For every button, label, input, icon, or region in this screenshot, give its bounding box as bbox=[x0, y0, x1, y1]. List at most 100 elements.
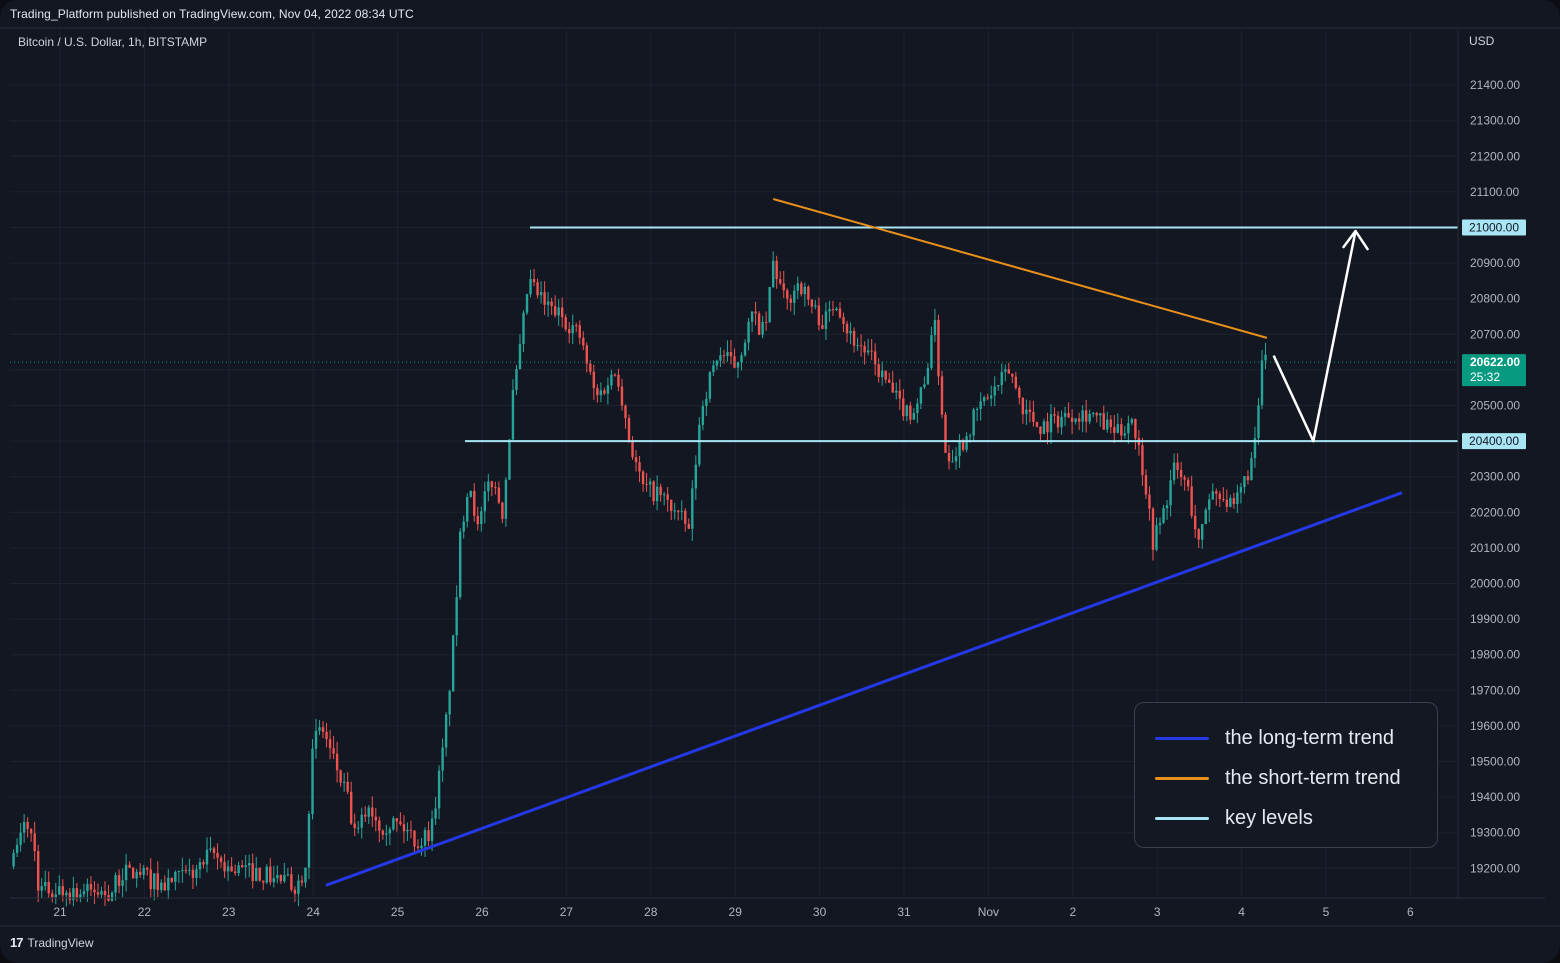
candle-body bbox=[75, 888, 79, 899]
candle-body bbox=[22, 821, 26, 833]
candle-body bbox=[638, 462, 641, 472]
candle-body bbox=[750, 311, 754, 322]
long-term-trendline bbox=[325, 491, 1403, 887]
candle-body bbox=[722, 355, 726, 357]
candle-body bbox=[188, 869, 191, 871]
short-term-trendline bbox=[772, 198, 1268, 339]
candle-body bbox=[617, 374, 620, 387]
candle-body bbox=[944, 414, 947, 453]
candle-body bbox=[483, 491, 487, 512]
candle-body bbox=[743, 342, 747, 356]
candle-body bbox=[385, 833, 388, 835]
candle-body bbox=[142, 867, 145, 875]
price-tick-label: 20500.00 bbox=[1470, 399, 1520, 413]
candle-body bbox=[866, 350, 870, 353]
price-tick-label: 19500.00 bbox=[1470, 755, 1520, 769]
candle-body bbox=[1253, 438, 1257, 459]
candle-body bbox=[255, 868, 258, 881]
candle-body bbox=[311, 748, 314, 815]
candle-body bbox=[954, 456, 958, 462]
candle-body bbox=[729, 352, 733, 357]
candle-body bbox=[1004, 369, 1007, 372]
candle-body bbox=[409, 829, 413, 831]
candle-body bbox=[318, 727, 321, 731]
candle-body bbox=[1081, 410, 1084, 422]
candle-body bbox=[613, 374, 617, 376]
candle-body bbox=[1222, 499, 1225, 501]
candle-body bbox=[1091, 412, 1095, 414]
price-tick-label: 19800.00 bbox=[1470, 648, 1520, 662]
candle-body bbox=[1077, 418, 1081, 422]
candle-body bbox=[508, 439, 511, 480]
candle-body bbox=[36, 851, 40, 891]
candle-body bbox=[1021, 397, 1025, 415]
candle-body bbox=[859, 345, 863, 347]
candle-body bbox=[1014, 376, 1018, 388]
tradingview-logo-icon: 17 bbox=[10, 935, 24, 950]
candle-body bbox=[364, 814, 367, 817]
candle-body bbox=[824, 311, 828, 329]
candle-body bbox=[634, 457, 638, 463]
candle-body bbox=[240, 865, 244, 868]
candle-body bbox=[550, 301, 553, 307]
candle-body bbox=[838, 308, 842, 318]
candle-body bbox=[1106, 419, 1109, 430]
price-tick-label: 20000.00 bbox=[1470, 577, 1520, 591]
candle-body bbox=[891, 382, 894, 393]
candle-body bbox=[940, 376, 944, 415]
current-price-label: 20622.00 bbox=[1470, 355, 1520, 369]
candle-body bbox=[29, 828, 33, 834]
candle-body bbox=[1007, 369, 1010, 374]
candle-body bbox=[786, 290, 789, 299]
candle-body bbox=[163, 882, 166, 891]
candle-body bbox=[1172, 462, 1176, 481]
candle-body bbox=[177, 870, 181, 872]
candle-body bbox=[181, 870, 184, 872]
tradingview-brand[interactable]: 17 TradingView bbox=[10, 935, 94, 950]
candle-body bbox=[1232, 498, 1236, 505]
candle-body bbox=[149, 869, 152, 890]
candle-body bbox=[662, 494, 666, 496]
candle-body bbox=[902, 398, 905, 417]
date-tick-label: 23 bbox=[222, 905, 236, 919]
candle-body bbox=[1243, 476, 1246, 488]
legend-box: the long-term trend the short-term trend… bbox=[1134, 702, 1438, 848]
candle-body bbox=[793, 290, 796, 303]
candle-body bbox=[156, 873, 159, 890]
candle-body bbox=[153, 873, 156, 890]
candle-body bbox=[262, 880, 265, 883]
candle-body bbox=[286, 874, 290, 876]
candle-body bbox=[434, 808, 437, 819]
candle-body bbox=[1060, 416, 1063, 428]
candle-body bbox=[578, 325, 581, 338]
candle-body bbox=[58, 886, 61, 895]
candle-body bbox=[1176, 462, 1179, 470]
candle-body bbox=[803, 286, 807, 295]
candle-body bbox=[357, 827, 360, 829]
candle-body bbox=[388, 829, 392, 834]
candle-body bbox=[110, 892, 114, 901]
price-tick-label: 19600.00 bbox=[1470, 719, 1520, 733]
candle-body bbox=[462, 521, 465, 532]
candle-body bbox=[476, 515, 479, 525]
candle-body bbox=[328, 739, 332, 749]
candle-body bbox=[1000, 371, 1003, 385]
candle-body bbox=[821, 325, 824, 329]
price-tick-label: 20100.00 bbox=[1470, 541, 1520, 555]
candle-body bbox=[905, 405, 909, 417]
candle-body bbox=[863, 345, 866, 353]
candle-body bbox=[800, 283, 803, 295]
candle-body bbox=[603, 390, 606, 394]
candle-body bbox=[975, 408, 979, 410]
candle-body bbox=[947, 452, 951, 462]
candle-body bbox=[606, 385, 610, 394]
legend-swatch-long-term bbox=[1155, 737, 1209, 740]
candle-body bbox=[269, 866, 272, 883]
candle-body bbox=[624, 405, 627, 419]
candle-body bbox=[1074, 418, 1077, 422]
date-tick-label: 27 bbox=[560, 905, 574, 919]
candle-body bbox=[297, 880, 300, 894]
candle-body bbox=[33, 833, 36, 852]
candle-body bbox=[247, 863, 251, 866]
candle-body bbox=[589, 363, 592, 372]
